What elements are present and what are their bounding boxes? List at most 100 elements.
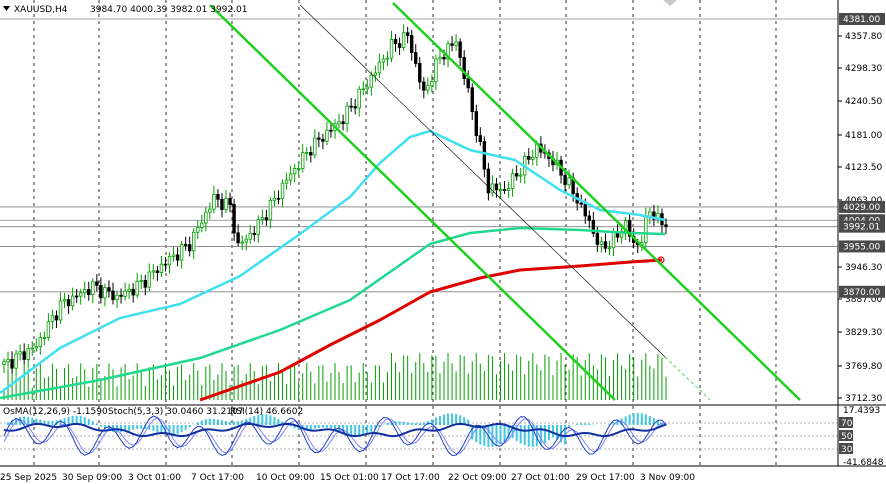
candle-body — [442, 56, 446, 60]
candle-body — [506, 188, 511, 191]
stoch-signal-line — [3, 417, 667, 455]
candle-body — [292, 168, 297, 175]
candle-body — [30, 347, 34, 350]
candle-body — [490, 183, 495, 194]
moving-averages — [0, 129, 666, 402]
candle-body — [611, 231, 616, 249]
candle-body — [321, 138, 325, 142]
candle-body — [430, 81, 434, 87]
candle-body — [62, 299, 67, 302]
candle-body — [446, 43, 450, 60]
candle-body — [450, 43, 454, 46]
candle-body — [151, 270, 156, 273]
candle-body — [26, 348, 30, 360]
candle-body — [535, 143, 539, 158]
candle-body — [95, 281, 99, 286]
price-tick-label: 4357.80 — [845, 32, 882, 42]
candle-body — [579, 202, 583, 205]
volume-bars — [3, 353, 667, 400]
channel-upper-line — [392, 2, 801, 401]
price-tick-label: 4181.00 — [845, 131, 882, 141]
candle-body — [163, 263, 168, 266]
osc-bottom-label: -41.6848 — [843, 458, 884, 468]
candle-body — [385, 57, 390, 60]
candle-body — [438, 56, 442, 60]
candle-body — [373, 72, 378, 76]
candle-body — [83, 289, 87, 294]
candle-body — [567, 177, 571, 186]
candle-body — [305, 152, 309, 154]
candle-body — [341, 121, 345, 124]
candle-body — [369, 74, 374, 88]
candle-body — [280, 182, 285, 200]
candle-body — [591, 220, 596, 234]
candle-body — [664, 224, 668, 228]
candle-body — [224, 198, 228, 211]
candle-body — [2, 361, 6, 365]
candle-body — [470, 87, 474, 112]
osc-level-tag — [839, 417, 853, 428]
candle-body — [462, 57, 466, 79]
candle-body — [595, 232, 600, 245]
channel-lower-line — [209, 4, 616, 401]
candle-body — [482, 141, 487, 170]
candle-body — [494, 183, 499, 191]
candle-body — [349, 105, 353, 108]
candle-body — [603, 241, 608, 249]
candle-body — [66, 299, 71, 307]
symbol-label: XAUUSD,H4 — [14, 5, 68, 15]
candle-body — [220, 198, 224, 211]
time-label: 30 Sep 09:00 — [62, 473, 122, 483]
candle-body — [208, 208, 212, 213]
time-label: 22 Oct 09:00 — [448, 473, 507, 483]
candle-body — [54, 315, 59, 321]
candle-body — [38, 337, 43, 348]
candle-body — [426, 85, 430, 91]
channel-mid-line — [299, 4, 666, 358]
candle-body — [563, 174, 567, 186]
oscillator-axis: 17.4393 -41.6848 70 50 30 — [839, 406, 884, 468]
price-tag-label: 3992.01 — [843, 223, 880, 233]
time-label: 17 Oct 17:00 — [381, 473, 440, 483]
candle-body — [159, 263, 164, 273]
ma-fast-line — [0, 129, 666, 394]
price-axis: 4357.804298.304240.504181.004123.504063.… — [838, 13, 885, 404]
candle-body — [357, 88, 361, 109]
candle-body — [644, 215, 648, 243]
candle-body — [6, 359, 10, 363]
price-tick-label: 4123.50 — [845, 163, 882, 173]
price-tag — [839, 240, 885, 253]
price-tag — [839, 13, 885, 25]
price-tag-label: 3955.00 — [843, 242, 880, 252]
candle-body — [365, 86, 369, 90]
price-tick-label: 3769.80 — [845, 362, 882, 372]
shift-marker-icon[interactable] — [663, 0, 677, 6]
osma-label: OsMA(12,26,9) -1.1590 — [3, 407, 108, 417]
candle-body — [478, 135, 483, 143]
price-tag-label: 4381.00 — [843, 15, 880, 25]
candle-body — [204, 211, 208, 224]
candle-body — [175, 254, 180, 261]
dropdown-triangle-icon[interactable] — [3, 6, 10, 11]
time-axis: 25 Sep 2025 30 Sep 09:00 3 Oct 01:00 7 Oct … — [0, 473, 695, 483]
candle-body — [18, 351, 22, 355]
candle-body — [103, 287, 107, 299]
candle-body — [454, 41, 458, 46]
candle-body — [607, 247, 612, 250]
rsi-label: RSI(14) 46.6602 — [230, 407, 303, 417]
candle-body — [248, 233, 252, 240]
stoch-label: Stoch(5,3,3) 30.0460 31.2107 — [108, 407, 243, 417]
candle-body — [514, 173, 519, 177]
candle-body — [276, 197, 281, 200]
candle-body — [147, 271, 152, 288]
candle-body — [252, 233, 256, 235]
candle-body — [22, 351, 26, 360]
price-tag — [839, 285, 885, 298]
candle-body — [10, 359, 14, 369]
candle-body — [353, 106, 357, 109]
candle-body — [466, 78, 470, 89]
candle-body — [405, 32, 410, 36]
candle-body — [264, 217, 269, 221]
candle-body — [317, 137, 321, 140]
